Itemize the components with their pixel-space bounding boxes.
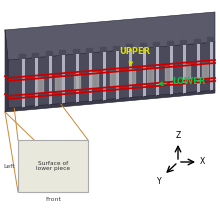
Polygon shape: [183, 45, 186, 93]
Polygon shape: [126, 44, 132, 50]
Polygon shape: [210, 42, 213, 90]
Polygon shape: [37, 77, 43, 92]
Polygon shape: [202, 63, 208, 78]
Polygon shape: [194, 38, 200, 44]
Polygon shape: [46, 51, 52, 57]
Polygon shape: [113, 46, 119, 51]
Polygon shape: [92, 72, 98, 87]
Polygon shape: [147, 68, 153, 83]
Polygon shape: [74, 74, 80, 89]
Text: Surface of
lower piece: Surface of lower piece: [36, 161, 70, 171]
Polygon shape: [62, 55, 65, 103]
Polygon shape: [32, 53, 38, 58]
Polygon shape: [165, 66, 171, 81]
Polygon shape: [197, 44, 200, 92]
Polygon shape: [59, 50, 65, 55]
Text: Y: Y: [157, 177, 162, 186]
Polygon shape: [129, 69, 135, 84]
Text: X: X: [200, 158, 205, 167]
Text: Front: Front: [45, 197, 61, 202]
Polygon shape: [49, 57, 52, 104]
Polygon shape: [5, 12, 215, 60]
Text: LOWER: LOWER: [159, 77, 205, 86]
Polygon shape: [116, 51, 119, 99]
Polygon shape: [100, 47, 106, 52]
Polygon shape: [170, 46, 173, 94]
Polygon shape: [89, 53, 92, 101]
Polygon shape: [55, 76, 61, 91]
Polygon shape: [110, 71, 116, 86]
Polygon shape: [8, 42, 215, 108]
Polygon shape: [76, 54, 79, 102]
Text: UPPER: UPPER: [119, 48, 150, 65]
FancyBboxPatch shape: [18, 140, 88, 192]
Polygon shape: [22, 59, 25, 107]
Polygon shape: [19, 54, 25, 59]
Polygon shape: [86, 48, 92, 53]
Polygon shape: [5, 90, 215, 112]
Polygon shape: [73, 49, 79, 54]
Polygon shape: [184, 64, 190, 79]
Polygon shape: [153, 42, 159, 47]
Text: Z: Z: [175, 131, 181, 140]
Polygon shape: [180, 40, 186, 45]
Polygon shape: [156, 47, 159, 95]
Polygon shape: [140, 43, 146, 48]
Polygon shape: [167, 41, 173, 46]
Text: Left: Left: [3, 163, 15, 169]
Polygon shape: [35, 58, 38, 106]
Polygon shape: [5, 30, 8, 112]
Polygon shape: [103, 52, 106, 100]
Polygon shape: [143, 48, 146, 96]
Polygon shape: [129, 50, 132, 97]
Polygon shape: [207, 37, 213, 42]
